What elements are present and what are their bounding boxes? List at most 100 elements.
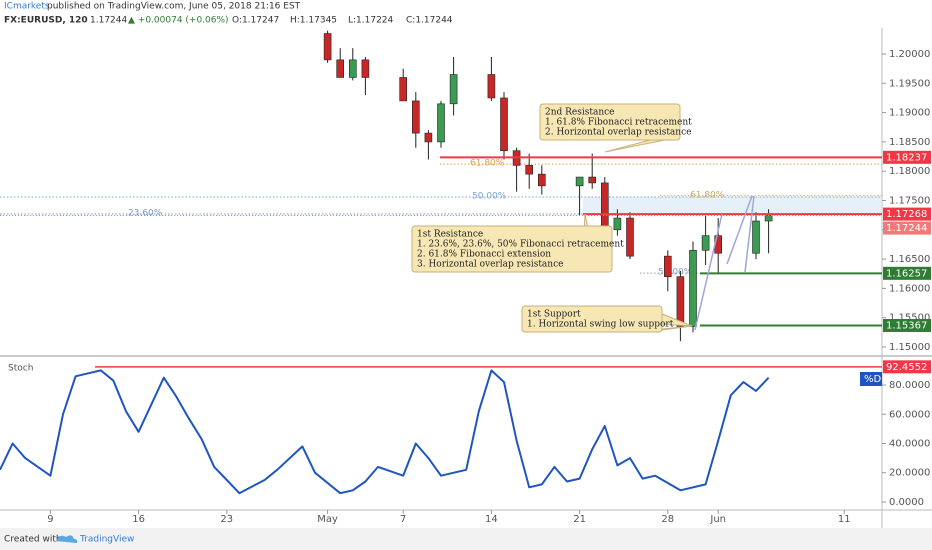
stoch-line bbox=[0, 369, 770, 495]
x-tick-label: 23 bbox=[220, 514, 233, 525]
candle-body bbox=[323, 33, 332, 61]
projection-arrow bbox=[726, 195, 753, 265]
callout-line: 1. 23.6%, 23.6%, 50% Fibonacci retraceme… bbox=[417, 240, 624, 250]
fib-label: 50.00% bbox=[472, 191, 507, 201]
y-tick-label: 60.0000 bbox=[889, 409, 930, 420]
projection-arrow bbox=[744, 195, 755, 273]
x-tick-label: 7 bbox=[400, 514, 406, 525]
x-tick-label: May bbox=[317, 514, 338, 525]
level-badge-label: 1.15367 bbox=[886, 320, 927, 331]
candle-body bbox=[764, 215, 773, 222]
symbol: FX:EURUSD, 120 bbox=[4, 16, 88, 26]
change: ▲ +0.00074 (+0.06%) bbox=[128, 16, 229, 26]
candle-body bbox=[626, 217, 634, 257]
level-badge bbox=[883, 318, 931, 332]
stoch-legend: %D bbox=[864, 374, 882, 385]
candle-body bbox=[487, 74, 496, 99]
callout-line: 1. Horizontal swing low support bbox=[527, 320, 674, 330]
candle-body bbox=[663, 255, 672, 277]
candle-body bbox=[588, 176, 597, 184]
candle-body bbox=[336, 59, 345, 78]
publisher[interactable]: ICmarkets bbox=[4, 2, 50, 12]
fib-label: 61.80% bbox=[690, 190, 725, 200]
footer-brand[interactable]: TradingView bbox=[79, 535, 134, 545]
x-tick-label: 21 bbox=[573, 514, 586, 525]
callout-pointer bbox=[604, 139, 666, 153]
callout-line: 2. 61.8% Fibonacci extension bbox=[417, 250, 551, 260]
stoch-legend-badge bbox=[860, 372, 882, 386]
y-tick-label: 40.0000 bbox=[889, 439, 930, 450]
callout-line: 1. 61.8% Fibonacci retracement bbox=[545, 118, 692, 128]
projection-arrow bbox=[694, 213, 723, 331]
y-tick-label: 1.17500 bbox=[889, 195, 930, 206]
candle-body bbox=[752, 220, 760, 254]
x-tick-label: 11 bbox=[838, 514, 851, 525]
level-badge-label: 1.16257 bbox=[886, 268, 927, 279]
candle-body bbox=[348, 59, 357, 78]
y-tick-label: 1.16000 bbox=[889, 283, 930, 294]
fib-label: 61.80% bbox=[470, 159, 505, 169]
candle-body bbox=[613, 217, 622, 231]
fib-label: 50.00% bbox=[658, 268, 693, 278]
ohlc-value: C:1.17244 bbox=[406, 16, 453, 26]
y-tick-label: 20.0000 bbox=[889, 468, 930, 479]
candle-body bbox=[437, 103, 445, 143]
candle-body bbox=[411, 100, 420, 134]
callout-line: 3. Horizontal overlap resistance bbox=[417, 260, 563, 270]
footer bbox=[0, 528, 932, 550]
stoch-level-label: 92.4552 bbox=[886, 362, 927, 373]
candle-body bbox=[500, 97, 508, 151]
candle-body bbox=[676, 276, 685, 327]
stoch-level-badge bbox=[883, 360, 931, 374]
candle-body bbox=[600, 182, 609, 231]
x-tick-label: 9 bbox=[47, 514, 53, 525]
y-tick-label: 1.19500 bbox=[889, 78, 930, 89]
candle-body bbox=[525, 165, 534, 175]
y-tick-label: 1.19000 bbox=[889, 108, 930, 119]
candle-body bbox=[424, 132, 433, 143]
fib-zone bbox=[583, 196, 882, 214]
candle-body bbox=[449, 74, 458, 105]
y-tick-label: 1.20000 bbox=[889, 49, 930, 60]
x-tick-label: 28 bbox=[661, 514, 674, 525]
last-price: 1.17244 bbox=[90, 16, 127, 26]
callout-box bbox=[521, 305, 663, 333]
ohlc-value: L:1.17224 bbox=[348, 16, 394, 26]
level-badge bbox=[883, 150, 931, 164]
callout-box bbox=[411, 225, 613, 273]
y-tick-label: 80.0000 bbox=[889, 380, 930, 391]
candle-body bbox=[399, 77, 408, 102]
callout-box bbox=[539, 103, 681, 141]
x-tick-label: 14 bbox=[485, 514, 498, 525]
candle-body bbox=[689, 249, 697, 327]
stoch-name: Stoch bbox=[8, 364, 33, 374]
x-tick-label: Jun bbox=[709, 514, 726, 525]
candle-body bbox=[361, 59, 370, 78]
callout-line: 2. Horizontal overlap resistance bbox=[545, 128, 691, 138]
x-tick-label: 16 bbox=[132, 514, 145, 525]
callout-title: 1st Support bbox=[527, 310, 581, 320]
y-tick-label: 1.18000 bbox=[889, 166, 930, 177]
ohlc-value: O:1.17247 bbox=[232, 16, 279, 26]
candle-body bbox=[537, 173, 546, 187]
callout-pointer bbox=[661, 313, 693, 327]
footer-logo bbox=[56, 535, 78, 543]
level-badge-label: 1.17268 bbox=[886, 209, 927, 220]
footer-created: Created with bbox=[4, 535, 62, 545]
published: published on TradingView.com, June 05, 2… bbox=[47, 2, 301, 12]
candle-body bbox=[701, 235, 710, 251]
y-tick-label: 1.16500 bbox=[889, 254, 930, 265]
y-tick-label: 1.15500 bbox=[889, 313, 930, 324]
y-tick-label: 1.18500 bbox=[889, 137, 930, 148]
candle-body bbox=[575, 176, 584, 187]
level-badge bbox=[883, 207, 931, 221]
current-price-badge bbox=[883, 221, 931, 235]
level-badge-label: 1.18237 bbox=[886, 152, 927, 163]
fib-label: 23.60% bbox=[128, 208, 163, 218]
y-tick-label: 1.15000 bbox=[889, 342, 930, 353]
current-price-badge-label: 1.17244 bbox=[886, 223, 927, 234]
callout-title: 1st Resistance bbox=[417, 230, 483, 240]
